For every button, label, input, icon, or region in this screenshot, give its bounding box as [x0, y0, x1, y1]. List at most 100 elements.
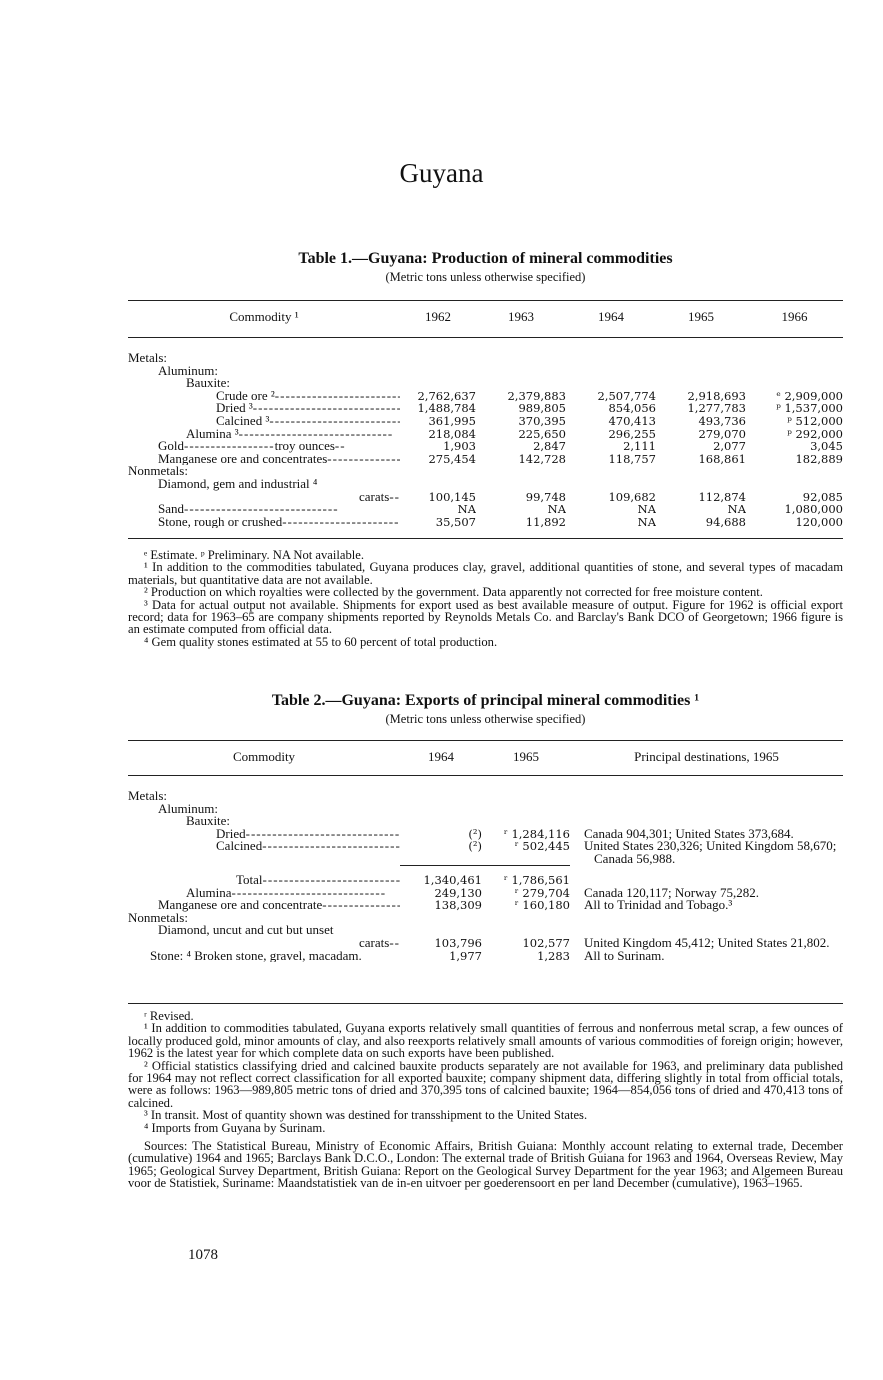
footnote: ʳ Revised.	[144, 1009, 194, 1023]
table-row: Dried ³----------------------------- 1,48…	[128, 402, 843, 415]
cell-value: 94,688	[705, 515, 746, 529]
leader-dots: -----------------------------	[327, 452, 400, 466]
cell-value	[400, 478, 476, 491]
table-row: Crude ore ²-----------------------------…	[128, 390, 843, 403]
table1-bottom-rule	[128, 538, 843, 539]
row-label: Calcined ³-----------------------------	[128, 415, 400, 428]
row-label: Diamond, uncut and cut but unset	[128, 924, 400, 937]
row-label-text: Metals:	[128, 352, 167, 365]
cell-value	[656, 478, 746, 491]
cell-value: 1,903	[443, 440, 476, 453]
cell-value: 225,650	[518, 427, 566, 441]
cell-value: ᵉ 2,909,000	[776, 389, 843, 403]
cell-value	[566, 465, 656, 478]
cell-value: 3,045	[810, 440, 843, 453]
cell-value	[400, 790, 482, 803]
row-label-text: Gold	[158, 440, 184, 453]
footnote: ³ Data for actual output not available. …	[128, 597, 843, 637]
table2-bottom-rule	[128, 1003, 843, 1004]
cell-value: 361,995	[428, 414, 476, 428]
row-label-text: Diamond, uncut and cut but unset	[158, 924, 334, 938]
cell-value: ᵖ 512,000	[787, 414, 843, 428]
table-row: Dried----------------------------- (²) ʳ 1…	[128, 828, 843, 841]
cell-value	[482, 815, 570, 828]
table-row: Metals:	[128, 352, 843, 365]
cell-value: 182,889	[795, 452, 843, 466]
cell-value	[482, 790, 570, 803]
cell-value: NA	[547, 503, 566, 516]
row-label-text: Bauxite:	[186, 815, 231, 828]
leader-dots: -----------------------------	[269, 414, 400, 428]
row-label: Aluminum:	[128, 803, 400, 816]
leader-dots: -----------------------------	[252, 402, 400, 415]
principal-destinations: United States 230,326; United Kingdom 58…	[584, 840, 837, 866]
cell-value	[476, 365, 566, 378]
row-label: Dried-----------------------------	[128, 828, 400, 841]
row-label-text: Manganese ore and concentrates	[158, 452, 328, 466]
cell-value: ʳ 1,284,116	[503, 827, 570, 841]
cell-value: 2,111	[623, 440, 656, 453]
column-header: 1965	[688, 311, 714, 324]
cell-value: 168,861	[698, 452, 746, 466]
row-label: Stone: ⁴ Broken stone, gravel, macadam.	[128, 950, 400, 963]
principal-destinations: All to Surinam.	[584, 949, 665, 963]
row-label-text: Stone, rough or crushed	[158, 515, 283, 529]
principal-destinations	[570, 912, 843, 925]
table1-footnotes: ᵉ Estimate. ᵖ Preliminary. NA Not availa…	[128, 548, 843, 648]
column-header: 1965	[513, 751, 539, 764]
column-header: 1964	[598, 311, 624, 324]
table1-top-rule	[128, 300, 843, 301]
table2-footnotes: ʳ Revised. ¹ In addition to commodities t…	[128, 1009, 843, 1190]
cell-value: 218,084	[428, 427, 476, 441]
cell-value	[400, 912, 482, 925]
row-label: Nonmetals:	[128, 912, 400, 925]
table-row: Stone: ⁴ Broken stone, gravel, macadam. 1…	[128, 950, 843, 963]
cell-value: 1,488,784	[417, 402, 476, 415]
cell-value: 118,757	[608, 452, 656, 466]
leader-dots: -----------------	[184, 440, 275, 453]
cell-value: 2,847	[533, 440, 566, 453]
cell-value: 2,077	[713, 440, 746, 453]
cell-value	[746, 352, 843, 365]
principal-destinations	[570, 803, 843, 816]
leader-dots: -----------------------------	[282, 515, 400, 529]
cell-value: 102,577	[522, 937, 570, 950]
table2-header-rule	[128, 775, 843, 776]
principal-destinations	[570, 924, 843, 937]
row-label: Metals:	[128, 790, 400, 803]
cell-value: 92,085	[802, 490, 843, 504]
row-label: carats--	[128, 937, 400, 950]
row-label-text: Aluminum:	[158, 802, 218, 816]
table-row: Diamond, uncut and cut but unset	[128, 924, 843, 937]
row-label: Bauxite:	[128, 815, 400, 828]
cell-value	[400, 352, 476, 365]
row-label: Total-----------------------------	[128, 866, 400, 887]
column-header: 1962	[425, 311, 451, 324]
table-row: Calcined----------------------------- (²)…	[128, 840, 843, 865]
table1-body: Metals: Aluminum: Bauxite: Crude ore ²-----…	[128, 352, 843, 528]
cell-value: 1,277,783	[687, 402, 746, 415]
table2-caption: Table 2.—Guyana: Exports of principal mi…	[128, 692, 843, 727]
row-label-text: Metals:	[128, 790, 167, 803]
cell-value: 279,070	[698, 427, 746, 441]
cell-value: 142,728	[518, 452, 566, 466]
cell-value: ʳ 160,180	[514, 899, 570, 912]
leader-dots: -----------------------------	[262, 840, 400, 854]
cell-value: 249,130	[434, 886, 482, 900]
row-label-text: Dried ³	[216, 402, 253, 415]
table-row: Nonmetals:	[128, 912, 843, 925]
footnote: ³ In transit. Most of quantity shown was…	[144, 1108, 588, 1123]
row-label: Calcined-----------------------------	[128, 840, 400, 865]
table-row: Alumina ³----------------------------- 21…	[128, 428, 843, 441]
cell-value	[400, 365, 476, 378]
row-label: Alumina-----------------------------	[128, 887, 400, 900]
cell-value: 1,080,000	[784, 503, 843, 516]
cell-value: 1,283	[537, 949, 570, 963]
row-label-text: Nonmetals:	[128, 911, 188, 925]
table2-subtitle: (Metric tons unless otherwise specified)	[385, 712, 586, 726]
cell-value: (²)	[468, 827, 482, 841]
row-label-text: Alumina	[186, 886, 232, 900]
row-label-text: carats	[359, 937, 390, 950]
cell-value	[400, 924, 482, 937]
leader-dots: -----------------------------	[238, 427, 394, 441]
